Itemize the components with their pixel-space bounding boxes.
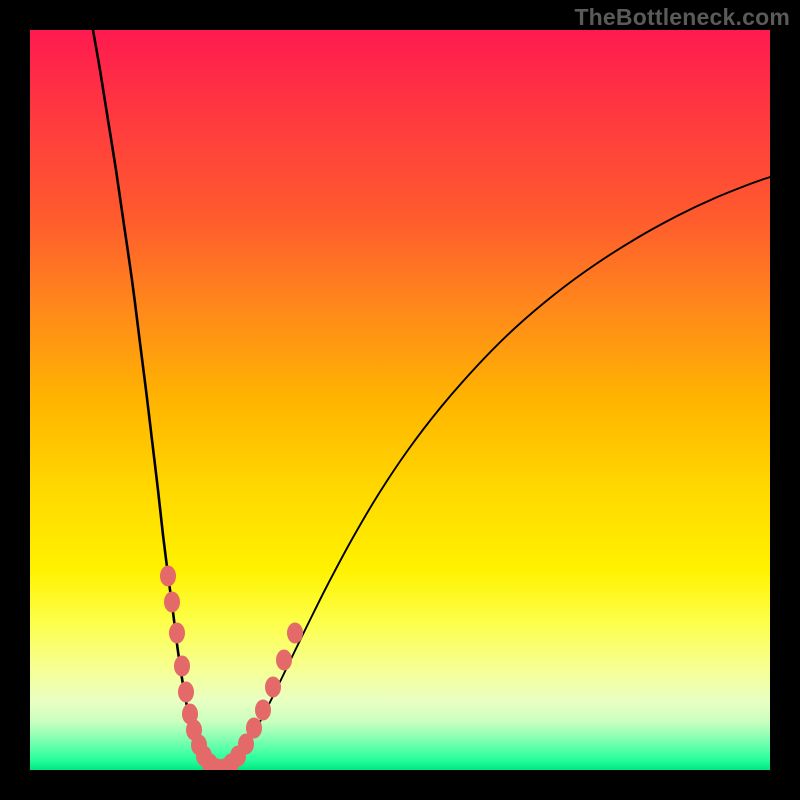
marker-point	[256, 700, 271, 720]
plot-area	[30, 30, 770, 770]
marker-point	[170, 623, 185, 643]
marker-point	[247, 718, 262, 738]
marker-point	[288, 623, 303, 643]
marker-point	[277, 650, 292, 670]
chart-frame: TheBottleneck.com	[0, 0, 800, 800]
marker-point	[266, 677, 281, 697]
marker-point	[161, 566, 176, 586]
marker-point	[179, 682, 194, 702]
marker-point	[165, 592, 180, 612]
marker-point	[175, 656, 190, 676]
gradient-background	[30, 30, 770, 770]
watermark-text: TheBottleneck.com	[574, 4, 790, 31]
plot-svg	[30, 30, 770, 770]
